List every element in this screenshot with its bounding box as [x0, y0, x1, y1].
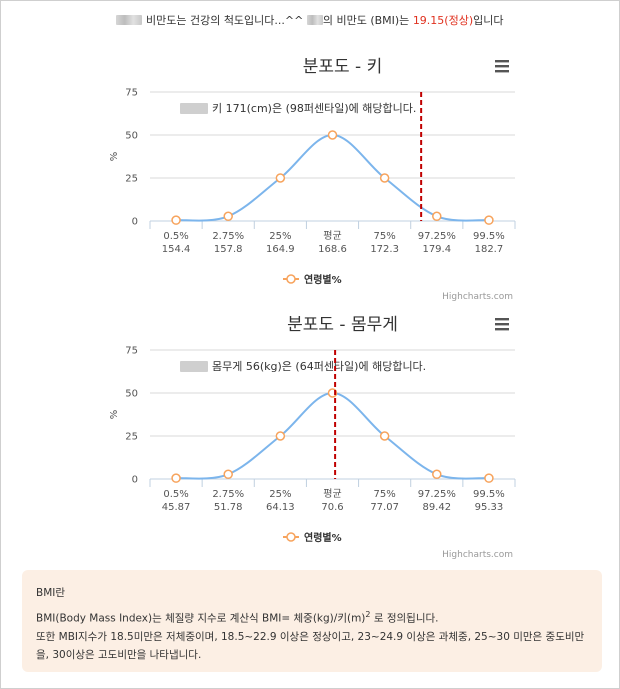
height-distribution-chart: 분포도 - 키 0 25 50 75% 0.5% 154.4 2.75% 157.8 25% 164…: [100, 52, 530, 302]
x-tick-label: 99.5%: [473, 489, 505, 500]
y-tick-label: 50: [125, 131, 138, 142]
x-tick-value: 70.6: [321, 502, 343, 513]
redacted-name: [306, 15, 323, 25]
data-point: [275, 431, 286, 441]
chart-legend[interactable]: 연령별%: [283, 531, 342, 544]
x-tick-value: 89.42: [422, 502, 451, 513]
menu-icon-bar: [495, 328, 509, 331]
legend-marker: [286, 532, 296, 542]
chart-legend[interactable]: 연령별%: [283, 273, 342, 286]
chart-svg: 분포도 - 몸무게 0 25 50 75% 0.5% 45.87 2.75% 51.78 25% 6…: [109, 315, 516, 560]
hamburger-menu-icon[interactable]: [495, 318, 509, 331]
redacted-name: [180, 361, 208, 372]
bmi-info-box: BMI란 BMI(Body Mass Index)는 체질량 지수로 계산식 B…: [22, 570, 602, 672]
x-tick-value: 164.9: [266, 244, 295, 255]
data-point: [171, 473, 181, 483]
bmi-value: 19.15(정상): [412, 14, 474, 27]
chart-title: 분포도 - 키: [303, 57, 383, 77]
x-tick-label: 0.5%: [163, 489, 188, 500]
menu-icon-bar: [495, 318, 509, 321]
legend-label: 연령별%: [304, 531, 342, 544]
bmi-summary-line: 비만도는 건강의 척도입니다...^^ 의 비만도 (BMI)는 19.15(정…: [0, 12, 620, 28]
summary-text-1: 비만도는 건강의 척도입니다...^^: [145, 14, 304, 27]
y-tick-label: 0: [132, 475, 138, 486]
x-tick-label: 2.75%: [212, 489, 244, 500]
bmi-info-line-1a: BMI(Body Mass Index)는 체질량 지수로 계산식 BMI= 체…: [36, 612, 366, 625]
chart-annotation: 키 171(cm)은 (98퍼센타일)에 해당합니다.: [212, 101, 416, 115]
x-tick-value: 182.7: [475, 244, 504, 255]
data-point: [484, 473, 494, 483]
x-tick-value: 45.87: [162, 502, 191, 513]
data-point: [327, 130, 338, 140]
x-tick-value: 179.4: [422, 244, 451, 255]
x-tick-label: 75%: [374, 489, 396, 500]
chart-annotation: 몸무게 56(kg)은 (64퍼센타일)에 해당합니다.: [212, 359, 426, 373]
redacted-name: [180, 103, 208, 114]
x-tick-label: 75%: [374, 231, 396, 242]
x-tick-value: 172.3: [370, 244, 399, 255]
highcharts-credit: Highcharts.com: [442, 550, 513, 560]
data-point: [432, 211, 442, 222]
menu-icon-bar: [495, 60, 509, 63]
y-tick-label: 25: [125, 432, 138, 443]
data-point: [484, 215, 494, 225]
x-tick-value: 64.13: [266, 502, 295, 513]
data-point: [171, 215, 181, 225]
highcharts-credit: Highcharts.com: [442, 292, 513, 302]
y-tick-label: 75: [125, 346, 138, 357]
y-axis-label: %: [109, 410, 120, 420]
data-point: [223, 211, 233, 222]
menu-icon-bar: [495, 323, 509, 326]
bmi-info-line-1: BMI(Body Mass Index)는 체질량 지수로 계산식 BMI= 체…: [36, 606, 588, 628]
menu-icon-bar: [495, 65, 509, 68]
x-tick-value: 168.6: [318, 244, 347, 255]
x-tick-value: 95.33: [475, 502, 504, 513]
y-axis-label: %: [109, 152, 120, 162]
x-tick-label: 97.25%: [418, 489, 456, 500]
x-tick-value: 77.07: [370, 502, 399, 513]
x-tick-value: 157.8: [214, 244, 243, 255]
redacted-name: [116, 15, 143, 25]
data-point: [432, 469, 442, 480]
x-tick-value: 154.4: [162, 244, 191, 255]
x-tick-label: 2.75%: [212, 231, 244, 242]
x-tick-label: 0.5%: [163, 231, 188, 242]
x-tick-label: 25%: [269, 231, 291, 242]
legend-marker: [286, 274, 296, 284]
chart-svg: 분포도 - 키 0 25 50 75% 0.5% 154.4 2.75% 157.8 25% 164…: [109, 57, 516, 302]
x-tick-label: 평균: [323, 230, 341, 242]
data-point: [379, 173, 390, 183]
y-tick-label: 75: [125, 88, 138, 99]
x-tick-label: 평균: [323, 488, 341, 500]
x-tick-label: 97.25%: [418, 231, 456, 242]
x-tick-label: 25%: [269, 489, 291, 500]
data-point: [223, 469, 233, 480]
chart-title: 분포도 - 몸무게: [287, 315, 398, 335]
x-tick-value: 51.78: [214, 502, 243, 513]
y-tick-label: 25: [125, 174, 138, 185]
bmi-info-sup: 2: [365, 610, 371, 619]
menu-icon-bar: [495, 70, 509, 73]
bmi-info-line-1b: 로 정의됩니다.: [370, 612, 439, 625]
bmi-info-line-3: 을, 30이상은 고도비만을 나타냅니다.: [36, 648, 202, 661]
summary-text-2: 의 비만도 (BMI)는: [322, 14, 413, 27]
y-tick-label: 50: [125, 389, 138, 400]
weight-distribution-chart: 분포도 - 몸무게 0 25 50 75% 0.5% 45.87 2.75% 51.78 25% 6…: [100, 310, 530, 565]
data-point: [275, 173, 286, 183]
legend-label: 연령별%: [304, 273, 342, 286]
x-tick-label: 99.5%: [473, 231, 505, 242]
hamburger-menu-icon[interactable]: [495, 60, 509, 73]
data-point: [379, 431, 390, 441]
bmi-info-line-2: 또한 MBI지수가 18.5미만은 저체중이며, 18.5~22.9 이상은 정…: [36, 630, 585, 643]
summary-text-3: 입니다: [473, 14, 504, 27]
bmi-info-heading: BMI란: [36, 587, 66, 599]
y-tick-label: 0: [132, 217, 138, 228]
